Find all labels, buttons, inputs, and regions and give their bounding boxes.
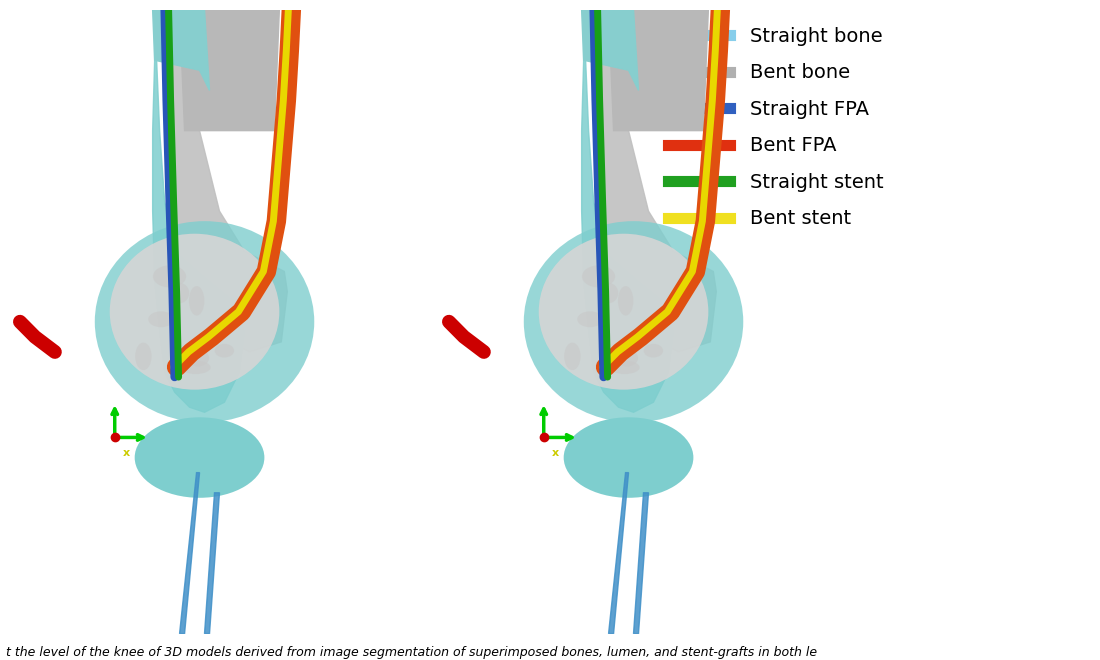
Ellipse shape xyxy=(110,234,279,389)
Polygon shape xyxy=(608,10,708,131)
Polygon shape xyxy=(179,473,199,634)
Polygon shape xyxy=(598,10,716,352)
Legend: Straight bone, Bent bone, Straight FPA, Bent FPA, Straight stent, Bent stent: Straight bone, Bent bone, Straight FPA, … xyxy=(664,23,888,232)
Polygon shape xyxy=(634,493,649,634)
Ellipse shape xyxy=(524,221,744,422)
Text: x: x xyxy=(123,447,130,457)
Ellipse shape xyxy=(618,286,634,315)
Polygon shape xyxy=(169,10,287,352)
Ellipse shape xyxy=(148,312,174,327)
Ellipse shape xyxy=(644,344,663,358)
Ellipse shape xyxy=(609,360,640,374)
Ellipse shape xyxy=(189,286,205,315)
Text: y: y xyxy=(100,421,106,432)
Ellipse shape xyxy=(539,234,708,389)
Polygon shape xyxy=(608,473,628,634)
Ellipse shape xyxy=(616,349,638,367)
Polygon shape xyxy=(205,493,220,634)
Ellipse shape xyxy=(564,343,581,370)
Ellipse shape xyxy=(187,349,209,367)
Polygon shape xyxy=(582,10,638,90)
Polygon shape xyxy=(153,10,209,90)
Ellipse shape xyxy=(578,312,603,327)
Ellipse shape xyxy=(134,417,264,498)
Polygon shape xyxy=(582,10,673,412)
Text: y: y xyxy=(529,421,535,432)
Ellipse shape xyxy=(214,344,234,358)
Text: t the level of the knee of 3D models derived from image segmentation of superimp: t the level of the knee of 3D models der… xyxy=(6,645,816,659)
Ellipse shape xyxy=(180,360,211,374)
Ellipse shape xyxy=(563,417,693,498)
Ellipse shape xyxy=(153,265,186,288)
Text: x: x xyxy=(552,447,559,457)
Ellipse shape xyxy=(598,283,618,303)
Ellipse shape xyxy=(582,265,615,288)
Polygon shape xyxy=(179,10,279,131)
Ellipse shape xyxy=(95,221,315,422)
Ellipse shape xyxy=(135,343,152,370)
Ellipse shape xyxy=(169,283,189,303)
Polygon shape xyxy=(153,10,244,412)
